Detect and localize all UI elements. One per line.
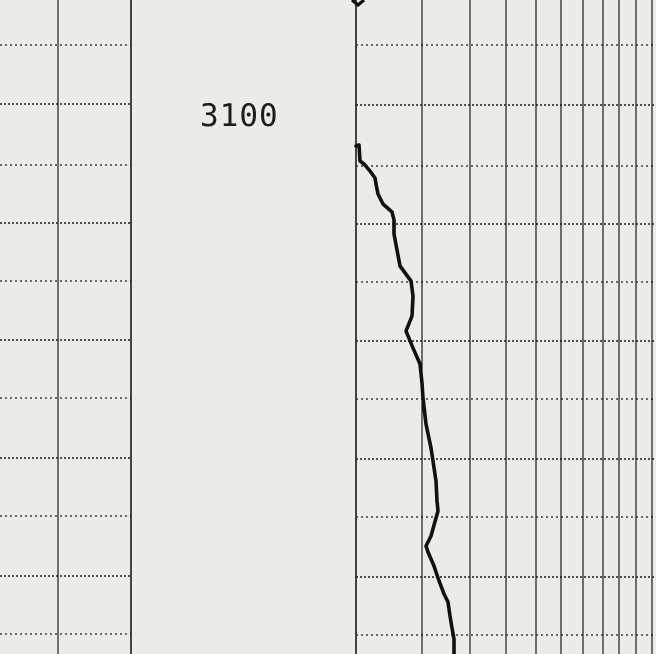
curve-top-fragment [350, 0, 366, 8]
depth-label: 3100 [200, 98, 279, 134]
log-curve [354, 143, 456, 654]
